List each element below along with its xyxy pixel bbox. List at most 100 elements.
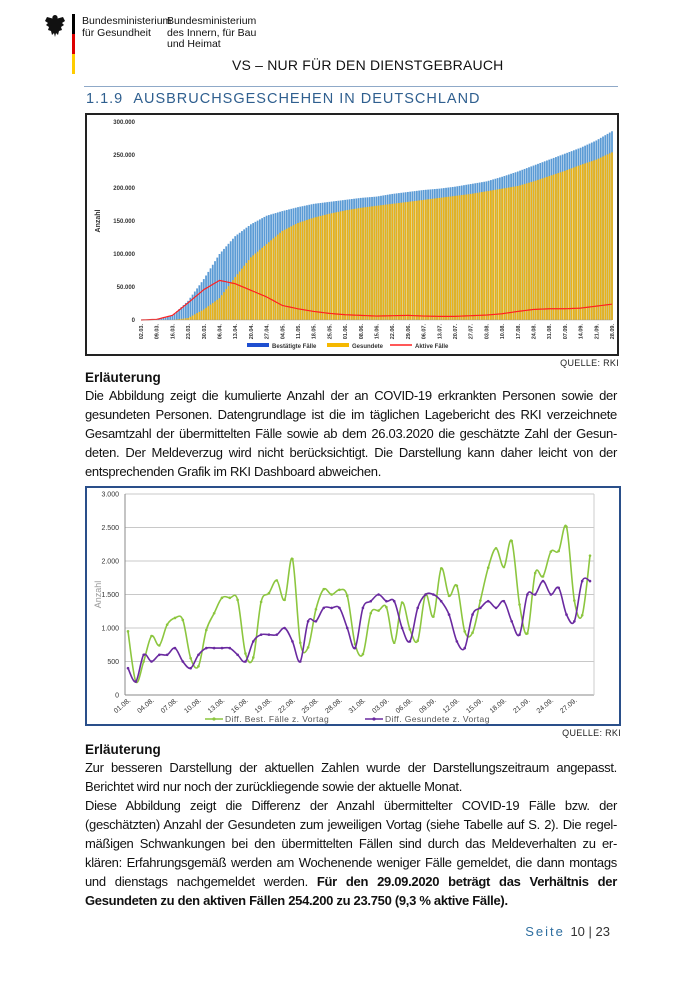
recovered-bar: [404, 202, 407, 320]
data-point: [259, 600, 263, 604]
legend-marker: [372, 717, 376, 721]
recovered-bar: [523, 184, 526, 320]
content-column: 0 50.000 100.000 150.000 200.000 250.000 300.0…: [85, 113, 621, 959]
legend-label: Diff. Best. Fälle z. Vortag: [225, 714, 329, 724]
data-point: [447, 613, 451, 616]
data-point: [181, 660, 185, 663]
confirmed-bar: [191, 294, 194, 320]
recovered-bar: [454, 195, 456, 320]
x-tick-label: 15.06.: [375, 324, 381, 340]
x-tick-label: 10.08.: [183, 697, 202, 715]
recovered-bar: [223, 292, 225, 320]
recovered-bar: [445, 197, 447, 320]
recovered-bar: [552, 174, 555, 320]
recovered-bar: [279, 232, 281, 320]
data-point: [244, 652, 247, 655]
recovered-bar: [409, 201, 412, 320]
recovered-bar: [375, 205, 378, 320]
recovered-bar: [555, 173, 557, 320]
confirmed-bar: [202, 279, 205, 320]
recovered-bar: [225, 289, 228, 320]
ministry-interior-line: des Innern, für Bau: [167, 26, 257, 39]
recovered-bar: [516, 186, 519, 320]
confirmed-bar: [178, 309, 181, 320]
confirmed-bar: [209, 268, 212, 320]
data-point: [291, 640, 294, 643]
data-point: [126, 630, 130, 633]
recovered-bar: [301, 221, 304, 320]
recovered-bar: [285, 228, 288, 320]
recovered-bar: [595, 159, 598, 320]
y-tick-label: 300.000: [113, 120, 135, 126]
recovered-bar: [415, 200, 418, 320]
confirmed-bar: [160, 318, 163, 320]
data-point: [486, 566, 490, 569]
x-tick-label: 04.08.: [136, 697, 155, 715]
confirmed-bar: [232, 238, 234, 320]
recovered-bar: [321, 215, 324, 320]
recovered-bar: [359, 207, 362, 320]
figure2-explanation-text: Diese Abbildung zeigt die Differenz der …: [85, 798, 617, 889]
y-tick-label: 2.500: [101, 525, 119, 532]
recovered-bar: [570, 168, 573, 320]
x-tick-label: 27.04.: [265, 324, 271, 340]
data-point: [322, 587, 326, 591]
data-point: [173, 616, 177, 620]
data-point: [189, 656, 192, 660]
data-point: [165, 623, 169, 626]
x-tick-label: 24.08.: [532, 324, 538, 340]
data-point: [228, 646, 232, 650]
x-tick-label: 10.08.: [500, 324, 506, 340]
recovered-bar: [198, 311, 201, 320]
data-point: [126, 666, 130, 670]
recovered-bar: [364, 207, 367, 320]
recovered-bar: [546, 176, 548, 320]
recovered-bar: [590, 161, 593, 320]
recovered-bar: [579, 164, 582, 320]
data-point: [377, 609, 380, 612]
x-tick-label: 19.08.: [254, 697, 273, 715]
recovered-bar: [315, 217, 317, 320]
daily-difference-svg: 0 500 1.000 1.500 2.000 2.500 3.000 Anzahl 01.08…: [93, 492, 595, 724]
y-tick-label: 1.000: [101, 626, 119, 633]
cumulative-cases-svg: 0 50.000 100.000 150.000 200.000 250.000 300.0…: [95, 120, 616, 350]
recovered-bar: [234, 277, 237, 320]
recovered-bar: [561, 171, 564, 320]
federal-eagle-icon: [44, 14, 66, 38]
x-tick-label: 22.06.: [390, 324, 396, 340]
x-tick-label: 17.08.: [516, 324, 522, 340]
active-cases-line: [140, 279, 613, 321]
x-tick-label: 20.04.: [249, 324, 255, 340]
recovered-bar: [254, 253, 257, 320]
data-point: [400, 601, 404, 604]
recovered-bar: [232, 280, 234, 320]
x-tick-label: 01.08.: [113, 697, 132, 715]
recovered-bar: [290, 226, 293, 320]
legend-marker: [212, 717, 216, 721]
data-point: [565, 525, 568, 529]
data-point: [314, 620, 318, 623]
x-tick-label: 24.09.: [536, 697, 555, 715]
figure1-explanation-heading: Erläuterung: [85, 370, 161, 385]
confirmed-bar: [211, 264, 214, 320]
recovered-bar: [200, 310, 203, 320]
data-point: [565, 613, 568, 616]
page-label: Seite: [525, 924, 565, 939]
recovered-bar: [250, 257, 252, 320]
recovered-bar: [310, 218, 313, 320]
x-tick-label: 08.06.: [359, 324, 365, 340]
recovered-bar: [424, 199, 427, 320]
page-total: 23: [595, 924, 610, 939]
data-point: [158, 653, 161, 657]
flag-stripe: [72, 14, 75, 74]
data-point: [267, 591, 271, 595]
data-point: [267, 633, 271, 636]
recovered-bar: [465, 194, 468, 320]
recovered-bar: [205, 307, 207, 320]
data-point: [306, 646, 310, 649]
recovered-bar: [261, 247, 264, 320]
data-point: [580, 613, 584, 617]
x-tick-label: 03.09.: [371, 697, 390, 715]
x-tick-label: 14.09.: [579, 324, 585, 340]
ministry-interior-line: Bundesministerium: [167, 15, 257, 27]
